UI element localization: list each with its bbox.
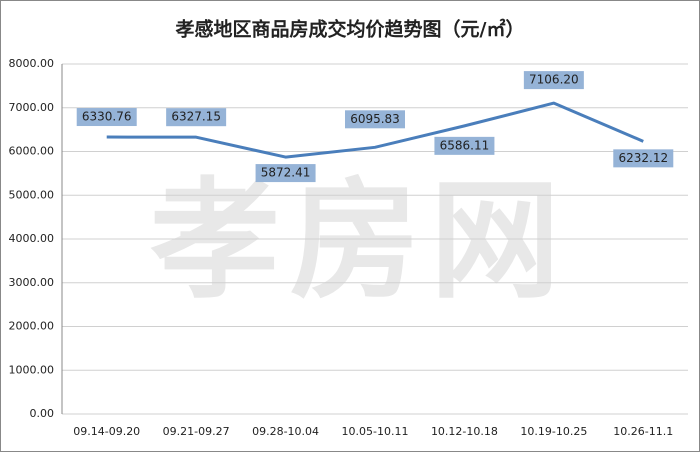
x-tick-label: 10.19-10.25: [520, 425, 587, 438]
x-tick-label: 09.14-09.20: [73, 425, 140, 438]
y-tick-label: 5000.00: [9, 188, 55, 201]
data-label: 7106.20: [529, 73, 579, 87]
data-label-box: [166, 108, 227, 127]
data-label: 6095.83: [350, 112, 400, 126]
y-tick-label: 4000.00: [9, 232, 55, 245]
y-tick-label: 2000.00: [9, 320, 55, 333]
data-label-box: [613, 149, 674, 168]
x-tick-label: 10.12-10.18: [431, 425, 498, 438]
data-label: 6327.15: [171, 110, 221, 124]
data-label-box: [255, 164, 316, 183]
x-tick-label: 10.26-11.1: [613, 425, 673, 438]
y-tick-label: 3000.00: [9, 276, 55, 289]
line-series: [106, 101, 644, 159]
y-tick-label: 6000.00: [9, 145, 55, 158]
data-label: 6586.11: [440, 138, 490, 152]
y-tick-label: 0.00: [30, 407, 55, 420]
data-label-box: [345, 110, 405, 129]
data-label: 5872.41: [261, 166, 311, 180]
y-tick-label: 1000.00: [9, 363, 55, 376]
x-tick-label: 10.05-10.11: [342, 425, 409, 438]
watermark: 孝房网: [150, 165, 570, 317]
data-label-box: [523, 71, 584, 90]
x-tick-label: 09.21-09.27: [163, 425, 230, 438]
data-label: 6232.12: [618, 151, 668, 165]
x-tick-label: 09.28-10.04: [252, 425, 319, 438]
y-tick-label: 8000.00: [9, 57, 55, 70]
data-label-box: [434, 136, 495, 155]
data-label-box: [76, 108, 137, 127]
chart-title: 孝感地区商品房成交均价趋势图（元/㎡）: [176, 18, 525, 41]
y-tick-label: 7000.00: [9, 101, 55, 114]
data-label: 6330.76: [82, 110, 132, 124]
